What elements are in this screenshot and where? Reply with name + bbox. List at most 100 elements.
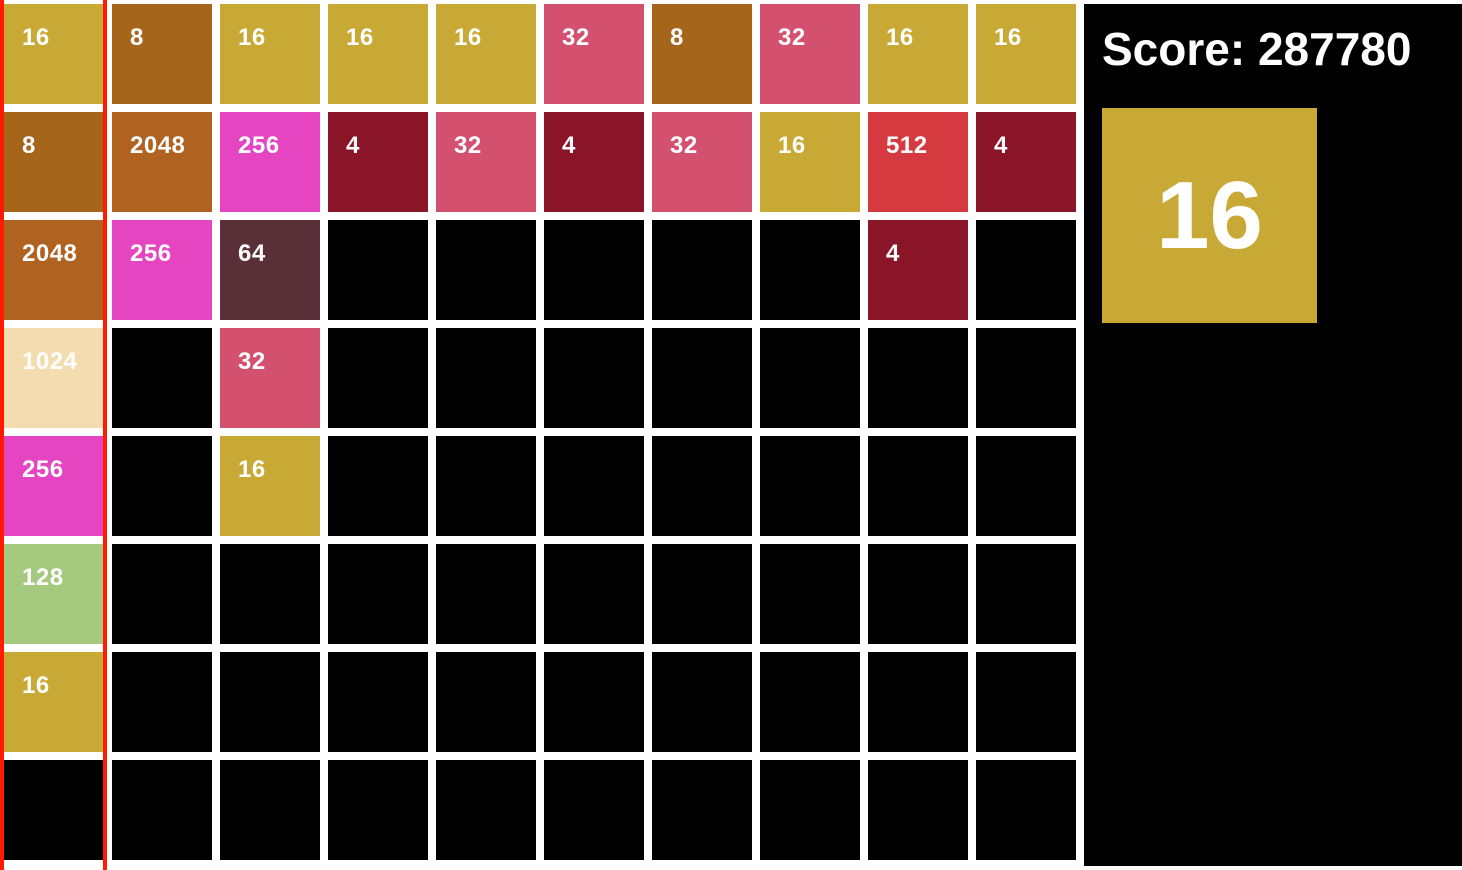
empty-cell[interactable] — [220, 652, 320, 752]
empty-cell[interactable] — [976, 436, 1076, 536]
tile-128[interactable]: 128 — [4, 544, 104, 644]
tile-32[interactable]: 32 — [436, 112, 536, 212]
empty-cell[interactable] — [436, 220, 536, 320]
empty-cell[interactable] — [112, 760, 212, 860]
tile-64[interactable]: 64 — [220, 220, 320, 320]
empty-cell[interactable] — [760, 328, 860, 428]
empty-cell[interactable] — [112, 652, 212, 752]
empty-cell[interactable] — [868, 436, 968, 536]
empty-cell[interactable] — [544, 652, 644, 752]
empty-cell[interactable] — [868, 652, 968, 752]
tile-value: 16 — [778, 132, 806, 159]
empty-cell[interactable] — [868, 328, 968, 428]
empty-cell[interactable] — [436, 544, 536, 644]
empty-cell[interactable] — [760, 220, 860, 320]
empty-cell[interactable] — [760, 652, 860, 752]
tile-4[interactable]: 4 — [976, 112, 1076, 212]
tile-2048[interactable]: 2048 — [4, 220, 104, 320]
empty-cell[interactable] — [328, 652, 428, 752]
empty-cell[interactable] — [4, 760, 104, 860]
empty-cell[interactable] — [328, 436, 428, 536]
tile-16[interactable]: 16 — [868, 4, 968, 104]
empty-cell[interactable] — [976, 652, 1076, 752]
empty-cell[interactable] — [436, 652, 536, 752]
empty-cell[interactable] — [976, 328, 1076, 428]
tile-256[interactable]: 256 — [4, 436, 104, 536]
empty-cell[interactable] — [652, 436, 752, 536]
tile-32[interactable]: 32 — [652, 112, 752, 212]
empty-cell[interactable] — [220, 760, 320, 860]
tile-value: 2048 — [130, 132, 186, 159]
tile-value: 8 — [670, 24, 684, 51]
tile-2048[interactable]: 2048 — [112, 112, 212, 212]
empty-cell[interactable] — [220, 544, 320, 644]
tile-256[interactable]: 256 — [112, 220, 212, 320]
empty-cell[interactable] — [652, 220, 752, 320]
tile-32[interactable]: 32 — [220, 328, 320, 428]
tile-value: 16 — [346, 24, 374, 51]
empty-cell[interactable] — [868, 760, 968, 860]
empty-cell[interactable] — [112, 436, 212, 536]
game-board[interactable]: 16 8 16 16 16 32 8 32 16 16 8 2048 256 4 32 4 32 16 512 4 20… — [0, 0, 1084, 866]
tile-16[interactable]: 16 — [760, 112, 860, 212]
empty-cell[interactable] — [436, 760, 536, 860]
empty-cell[interactable] — [328, 544, 428, 644]
empty-cell[interactable] — [112, 328, 212, 428]
tile-value: 16 — [238, 24, 266, 51]
tile-value: 512 — [886, 132, 928, 159]
next-tile: 16 — [1102, 108, 1317, 323]
empty-cell[interactable] — [436, 436, 536, 536]
empty-cell[interactable] — [976, 544, 1076, 644]
tile-16[interactable]: 16 — [220, 436, 320, 536]
empty-cell[interactable] — [328, 760, 428, 860]
tile-value: 64 — [238, 240, 266, 267]
empty-cell[interactable] — [976, 220, 1076, 320]
empty-cell[interactable] — [436, 328, 536, 428]
tile-16[interactable]: 16 — [436, 4, 536, 104]
tile-value: 1024 — [22, 348, 78, 375]
empty-cell[interactable] — [976, 760, 1076, 860]
tile-16[interactable]: 16 — [220, 4, 320, 104]
tile-16[interactable]: 16 — [4, 4, 104, 104]
empty-cell[interactable] — [112, 544, 212, 644]
next-tile-value: 16 — [1156, 161, 1263, 269]
tile-value: 128 — [22, 564, 64, 591]
tile-value: 16 — [22, 24, 50, 51]
tile-16[interactable]: 16 — [328, 4, 428, 104]
empty-cell[interactable] — [652, 544, 752, 644]
tile-value: 256 — [22, 456, 64, 483]
empty-cell[interactable] — [328, 328, 428, 428]
empty-cell[interactable] — [544, 220, 644, 320]
tile-value: 16 — [454, 24, 482, 51]
tile-value: 32 — [454, 132, 482, 159]
tile-8[interactable]: 8 — [652, 4, 752, 104]
empty-cell[interactable] — [544, 436, 644, 536]
tile-16[interactable]: 16 — [976, 4, 1076, 104]
tile-8[interactable]: 8 — [4, 112, 104, 212]
tile-value: 32 — [778, 24, 806, 51]
empty-cell[interactable] — [760, 544, 860, 644]
empty-cell[interactable] — [868, 544, 968, 644]
tile-512[interactable]: 512 — [868, 112, 968, 212]
tile-4[interactable]: 4 — [328, 112, 428, 212]
tile-value: 2048 — [22, 240, 78, 267]
empty-cell[interactable] — [544, 760, 644, 860]
tile-8[interactable]: 8 — [112, 4, 212, 104]
tile-value: 16 — [22, 672, 50, 699]
empty-cell[interactable] — [328, 220, 428, 320]
empty-cell[interactable] — [652, 760, 752, 860]
empty-cell[interactable] — [544, 544, 644, 644]
tile-32[interactable]: 32 — [544, 4, 644, 104]
tile-32[interactable]: 32 — [760, 4, 860, 104]
empty-cell[interactable] — [544, 328, 644, 428]
tile-4[interactable]: 4 — [544, 112, 644, 212]
tile-value: 32 — [238, 348, 266, 375]
empty-cell[interactable] — [652, 652, 752, 752]
tile-16[interactable]: 16 — [4, 652, 104, 752]
empty-cell[interactable] — [652, 328, 752, 428]
tile-1024[interactable]: 1024 — [4, 328, 104, 428]
empty-cell[interactable] — [760, 436, 860, 536]
empty-cell[interactable] — [760, 760, 860, 860]
tile-4[interactable]: 4 — [868, 220, 968, 320]
tile-256[interactable]: 256 — [220, 112, 320, 212]
